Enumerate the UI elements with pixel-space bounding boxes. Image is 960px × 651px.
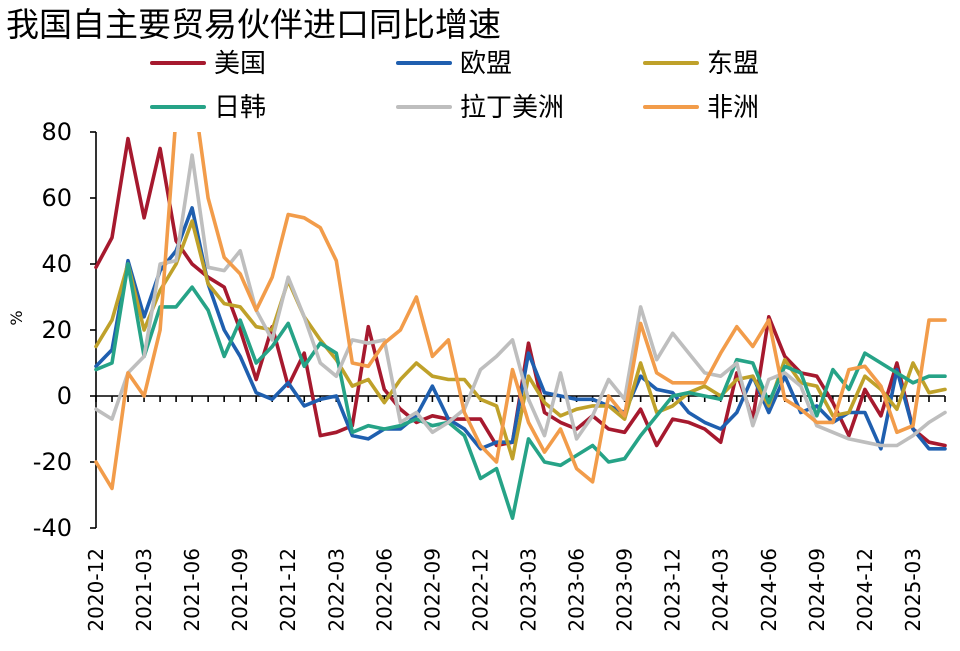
y-tick-label: 80: [41, 118, 72, 146]
legend-label: 欧盟: [460, 49, 512, 79]
x-tick-label: 2022-09: [420, 548, 444, 632]
y-tick-label: 60: [41, 184, 72, 212]
x-tick-label: 2023-06: [565, 548, 589, 632]
y-tick-label: -40: [33, 514, 72, 542]
y-tick-label: -20: [33, 448, 72, 476]
x-tick-label: 2024-12: [853, 548, 877, 632]
legend-label: 东盟: [707, 49, 759, 79]
x-tick-label: 2021-03: [132, 548, 156, 632]
legend-item: 欧盟: [396, 49, 512, 79]
y-tick-label: 20: [41, 316, 72, 344]
x-tick-label: 2024-03: [709, 548, 733, 632]
x-tick-label: 2022-12: [468, 548, 492, 632]
legend-label: 日韩: [214, 93, 266, 123]
x-tick-label: 2023-03: [517, 548, 541, 632]
y-tick-label: 40: [41, 250, 72, 278]
legend-label: 非洲: [707, 93, 759, 123]
x-tick-label: 2021-06: [180, 548, 204, 632]
x-tick-label: 2023-09: [613, 548, 637, 632]
legend-label: 美国: [214, 49, 266, 79]
legend-item: 拉丁美洲: [396, 93, 564, 123]
x-tick-label: 2022-03: [324, 548, 348, 632]
x-tick-label: 2021-12: [276, 548, 300, 632]
series-line-5: [94, 132, 947, 491]
legend-item: 东盟: [643, 49, 759, 79]
y-axis-label: %: [7, 310, 26, 325]
y-axis: 80 60 40 20 0 -20 -40: [33, 118, 97, 542]
legend-item: 非洲: [643, 93, 759, 123]
x-tick-label: 2020-12: [84, 548, 108, 632]
x-tick-label: 2023-12: [661, 548, 685, 632]
x-tick-label: 2024-09: [805, 548, 829, 632]
legend-label: 拉丁美洲: [460, 93, 564, 123]
x-tick-label: 2022-06: [372, 548, 396, 632]
y-tick-label: 0: [57, 382, 72, 410]
chart-title: 我国自主要贸易伙伴进口同比增速: [6, 5, 501, 44]
x-tick-label: 2024-06: [757, 548, 781, 632]
x-axis: 2020-12 2021-03 2021-06 2021-09 2021-12 2022-…: [84, 395, 946, 632]
series-line-3: [94, 262, 947, 520]
series-line-4: [94, 153, 947, 448]
x-tick-label: 2025-03: [901, 548, 925, 632]
x-tick-label: 2021-09: [228, 548, 252, 632]
series-group: [94, 132, 947, 520]
legend-item: 美国: [150, 49, 266, 79]
legend-item: 日韩: [150, 93, 266, 123]
